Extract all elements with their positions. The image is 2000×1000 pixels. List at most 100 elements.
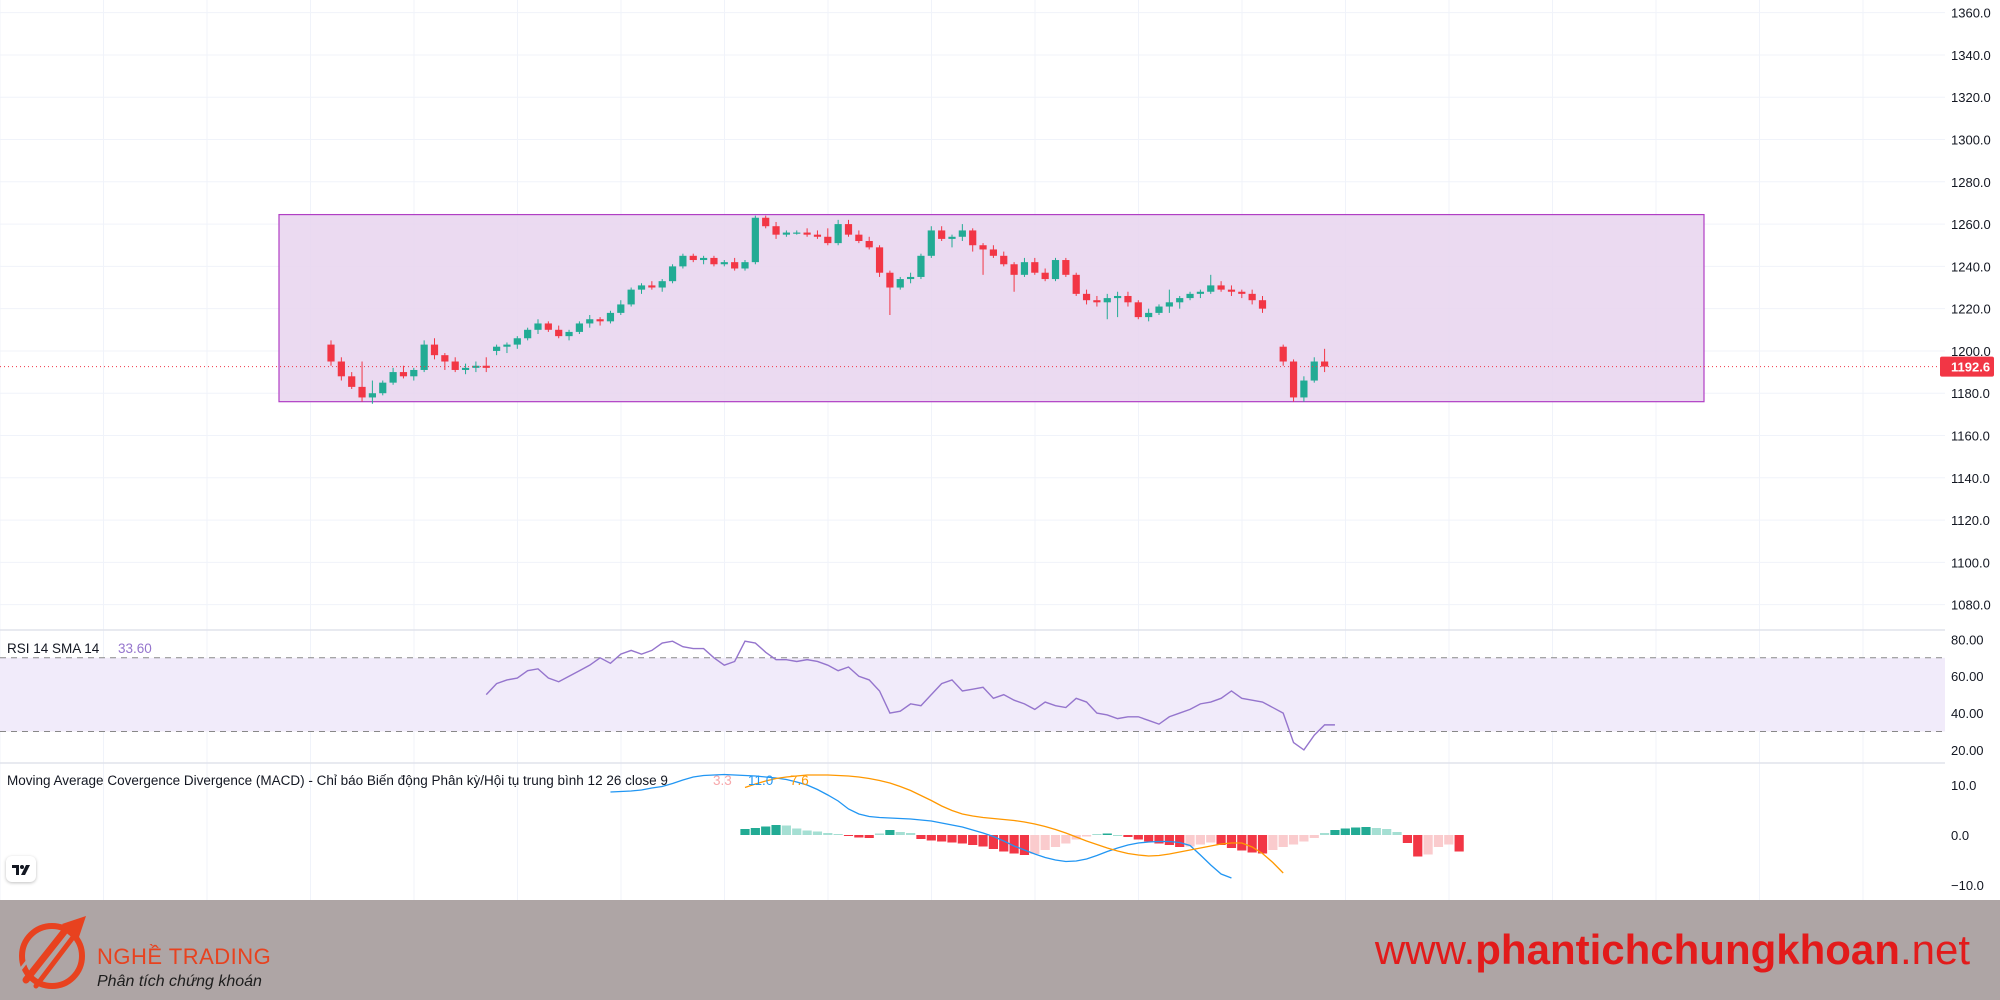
macd-histogram-bar[interactable] xyxy=(781,825,791,836)
candle-body[interactable] xyxy=(1031,262,1039,273)
macd-histogram-bar[interactable] xyxy=(906,833,916,835)
macd-histogram-bar[interactable] xyxy=(1133,835,1143,840)
candle-body[interactable] xyxy=(1145,312,1153,318)
candle-body[interactable] xyxy=(1155,306,1163,313)
macd-histogram-bar[interactable] xyxy=(761,826,771,836)
candle-body[interactable] xyxy=(958,230,966,237)
candle-body[interactable] xyxy=(741,262,749,269)
macd-histogram-bar[interactable] xyxy=(1361,827,1371,835)
macd-histogram-bar[interactable] xyxy=(1413,835,1423,857)
macd-histogram-bar[interactable] xyxy=(988,835,998,849)
macd-histogram-bar[interactable] xyxy=(926,835,936,841)
range-box[interactable] xyxy=(278,213,1705,403)
candle-body[interactable] xyxy=(772,226,780,235)
candle-body[interactable] xyxy=(1134,302,1142,318)
macd-histogram-bar[interactable] xyxy=(1144,835,1154,842)
candle-body[interactable] xyxy=(700,257,708,261)
candle-body[interactable] xyxy=(1279,346,1287,362)
candle-body[interactable] xyxy=(430,344,439,356)
macd-histogram-bar[interactable] xyxy=(895,832,905,835)
macd-histogram-bar[interactable] xyxy=(854,835,864,838)
macd-histogram-bar[interactable] xyxy=(1423,835,1433,855)
chart-canvas[interactable]: 1360.0 1340.0 1320.0 1300.0 1280.0 1260.0 1240… xyxy=(0,0,2000,900)
candle-body[interactable] xyxy=(1072,274,1080,294)
last-price-badge[interactable] xyxy=(1940,356,1994,377)
macd-histogram-bar[interactable] xyxy=(1247,835,1257,853)
macd-histogram-bar[interactable] xyxy=(999,835,1009,852)
macd-histogram-bar[interactable] xyxy=(874,833,885,836)
macd-histogram-bar[interactable] xyxy=(1299,835,1309,842)
candle-body[interactable] xyxy=(668,266,677,282)
candle-body[interactable] xyxy=(648,285,656,288)
candle-body[interactable] xyxy=(875,247,884,273)
candle-body[interactable] xyxy=(503,344,511,347)
macd-histogram-bar[interactable] xyxy=(947,835,957,843)
candle-body[interactable] xyxy=(358,386,366,398)
candle-body[interactable] xyxy=(586,319,594,324)
candle-body[interactable] xyxy=(1051,260,1060,280)
candle-body[interactable] xyxy=(1248,293,1256,301)
candle-body[interactable] xyxy=(441,355,449,362)
macd-histogram-bar[interactable] xyxy=(771,825,781,835)
candle-body[interactable] xyxy=(420,344,428,370)
candle-body[interactable] xyxy=(731,262,739,269)
candle-body[interactable] xyxy=(782,232,790,235)
candle-body[interactable] xyxy=(710,257,718,265)
candle-body[interactable] xyxy=(451,361,459,370)
macd-histogram-bar[interactable] xyxy=(1330,830,1340,835)
macd-histogram-bar[interactable] xyxy=(1278,835,1288,847)
candle-body[interactable] xyxy=(948,236,956,239)
macd-histogram-bar[interactable] xyxy=(812,831,823,836)
candle-body[interactable] xyxy=(524,329,532,339)
macd-histogram-bar[interactable] xyxy=(937,835,947,842)
tradingview-logo-icon[interactable] xyxy=(6,856,36,882)
candle-body[interactable] xyxy=(1238,291,1246,294)
macd-histogram-bar[interactable] xyxy=(916,835,926,839)
macd-histogram-bar[interactable] xyxy=(1195,835,1205,845)
candle-body[interactable] xyxy=(1041,272,1049,280)
candle-body[interactable] xyxy=(803,232,811,235)
candle-body[interactable] xyxy=(886,272,894,288)
candle-body[interactable] xyxy=(834,224,842,244)
macd-histogram-bar[interactable] xyxy=(802,830,812,836)
candle-body[interactable] xyxy=(1176,298,1184,303)
macd-histogram-bar[interactable] xyxy=(885,830,895,835)
rsi-pane[interactable] xyxy=(0,640,1945,751)
candle-body[interactable] xyxy=(637,285,646,290)
candle-body[interactable] xyxy=(1207,285,1215,292)
candle-body[interactable] xyxy=(1114,295,1122,299)
candle-body[interactable] xyxy=(1310,361,1318,381)
macd-histogram-bar[interactable] xyxy=(823,833,833,835)
macd-histogram-bar[interactable] xyxy=(1164,835,1174,845)
candle-body[interactable] xyxy=(1062,260,1070,275)
macd-histogram-bar[interactable] xyxy=(1382,829,1392,835)
candle-body[interactable] xyxy=(1020,262,1029,275)
macd-histogram-bar[interactable] xyxy=(1030,835,1040,854)
candle-body[interactable] xyxy=(1186,293,1194,299)
macd-histogram-bar[interactable] xyxy=(1175,835,1185,847)
candle-body[interactable] xyxy=(896,279,904,288)
candle-body[interactable] xyxy=(493,346,501,351)
candle-body[interactable] xyxy=(1321,361,1329,367)
macd-histogram-bar[interactable] xyxy=(792,828,802,836)
macd-histogram-bar[interactable] xyxy=(1216,835,1226,845)
macd-histogram-bar[interactable] xyxy=(1340,828,1350,836)
candle-body[interactable] xyxy=(337,361,345,377)
candle-body[interactable] xyxy=(1165,302,1173,307)
macd-histogram-bar[interactable] xyxy=(1351,827,1361,836)
macd-histogram-bar[interactable] xyxy=(750,828,760,835)
macd-histogram-bar[interactable] xyxy=(1309,835,1319,838)
candle-body[interactable] xyxy=(565,331,573,337)
candle-body[interactable] xyxy=(513,338,521,345)
candle-body[interactable] xyxy=(627,289,635,305)
candle-body[interactable] xyxy=(1227,289,1236,292)
candle-body[interactable] xyxy=(575,323,583,332)
candle-body[interactable] xyxy=(1289,361,1298,398)
candle-body[interactable] xyxy=(927,230,935,256)
candle-body[interactable] xyxy=(679,255,687,267)
candle-body[interactable] xyxy=(938,230,946,239)
macd-histogram-bar[interactable] xyxy=(1320,833,1330,835)
candle-body[interactable] xyxy=(389,372,397,383)
macd-pane[interactable] xyxy=(610,773,1464,879)
candle-body[interactable] xyxy=(793,232,801,234)
